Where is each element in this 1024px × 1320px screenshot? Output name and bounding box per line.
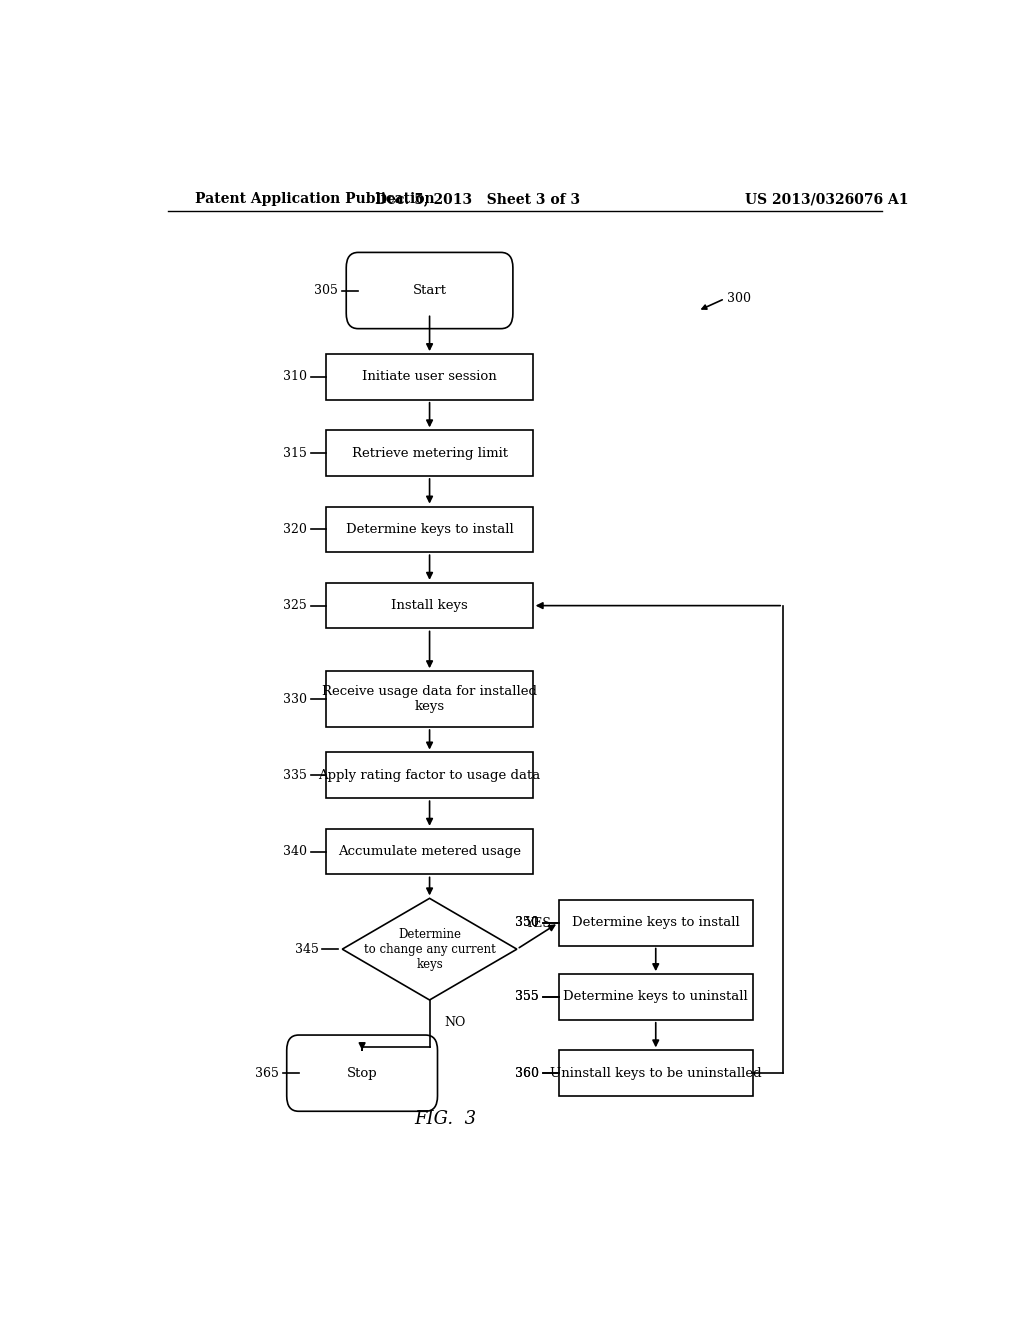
FancyBboxPatch shape bbox=[558, 900, 753, 945]
Text: Retrieve metering limit: Retrieve metering limit bbox=[351, 446, 508, 459]
Text: 340: 340 bbox=[283, 845, 306, 858]
Text: 360: 360 bbox=[515, 1067, 539, 1080]
FancyBboxPatch shape bbox=[327, 671, 532, 727]
Text: Determine
to change any current
keys: Determine to change any current keys bbox=[364, 928, 496, 970]
Polygon shape bbox=[342, 899, 517, 1001]
Text: Apply rating factor to usage data: Apply rating factor to usage data bbox=[318, 768, 541, 781]
Text: Install keys: Install keys bbox=[391, 599, 468, 612]
Text: Accumulate metered usage: Accumulate metered usage bbox=[338, 845, 521, 858]
FancyBboxPatch shape bbox=[287, 1035, 437, 1111]
Text: 305: 305 bbox=[314, 284, 338, 297]
FancyBboxPatch shape bbox=[327, 507, 532, 552]
Text: 315: 315 bbox=[283, 446, 306, 459]
Text: Determine keys to install: Determine keys to install bbox=[346, 523, 513, 536]
Text: Determine keys to install: Determine keys to install bbox=[571, 916, 739, 929]
FancyBboxPatch shape bbox=[327, 829, 532, 874]
Text: 310: 310 bbox=[283, 371, 306, 383]
Text: Determine keys to uninstall: Determine keys to uninstall bbox=[563, 990, 749, 1003]
FancyBboxPatch shape bbox=[327, 582, 532, 628]
Text: Start: Start bbox=[413, 284, 446, 297]
FancyBboxPatch shape bbox=[346, 252, 513, 329]
FancyBboxPatch shape bbox=[327, 752, 532, 799]
Text: 345: 345 bbox=[295, 942, 318, 956]
FancyBboxPatch shape bbox=[558, 974, 753, 1020]
Text: 355: 355 bbox=[515, 990, 539, 1003]
Text: 325: 325 bbox=[283, 599, 306, 612]
Text: Patent Application Publication: Patent Application Publication bbox=[196, 191, 435, 206]
Text: FIG.  3: FIG. 3 bbox=[415, 1110, 476, 1127]
Text: NO: NO bbox=[443, 1016, 465, 1028]
FancyBboxPatch shape bbox=[327, 430, 532, 477]
Text: 350: 350 bbox=[515, 916, 539, 929]
Text: Uninstall keys to be uninstalled: Uninstall keys to be uninstalled bbox=[550, 1067, 762, 1080]
Text: YES: YES bbox=[524, 917, 551, 931]
Text: 330: 330 bbox=[283, 693, 306, 706]
FancyBboxPatch shape bbox=[558, 1051, 753, 1096]
Text: Dec. 5, 2013   Sheet 3 of 3: Dec. 5, 2013 Sheet 3 of 3 bbox=[375, 191, 580, 206]
Text: US 2013/0326076 A1: US 2013/0326076 A1 bbox=[744, 191, 908, 206]
Text: Receive usage data for installed
keys: Receive usage data for installed keys bbox=[323, 685, 537, 713]
Text: 365: 365 bbox=[255, 1067, 279, 1080]
FancyBboxPatch shape bbox=[327, 354, 532, 400]
Text: Initiate user session: Initiate user session bbox=[362, 371, 497, 383]
Text: 335: 335 bbox=[283, 768, 306, 781]
Text: 355: 355 bbox=[515, 990, 539, 1003]
Text: 300: 300 bbox=[727, 292, 752, 305]
Text: 350: 350 bbox=[515, 916, 539, 929]
Text: 320: 320 bbox=[283, 523, 306, 536]
Text: 360: 360 bbox=[515, 1067, 539, 1080]
Text: Stop: Stop bbox=[347, 1067, 378, 1080]
